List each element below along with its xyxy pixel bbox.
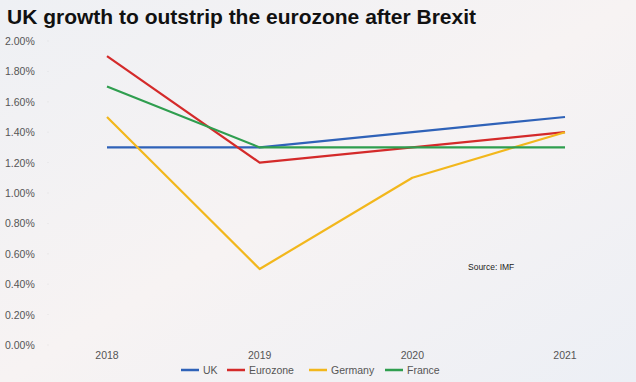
- tick-mark: [47, 284, 49, 285]
- tick-mark: [47, 223, 49, 224]
- y-tick-label: 0.60%: [5, 248, 35, 260]
- tick-mark: [47, 41, 49, 42]
- y-tick-label: 0.20%: [5, 309, 35, 321]
- tick-mark: [47, 345, 49, 346]
- legend-label: France: [407, 364, 440, 376]
- y-tick-label: 0.40%: [5, 278, 35, 290]
- series-line: [107, 56, 565, 162]
- legend-swatch: [227, 369, 245, 372]
- tick-mark: [47, 253, 49, 254]
- annotation: Source: IMF: [468, 262, 514, 272]
- y-tick-label: 1.60%: [5, 96, 35, 108]
- series-line: [107, 87, 565, 148]
- x-tick-label: 2019: [248, 349, 272, 361]
- chart: UK growth to outstrip the eurozone after…: [0, 0, 636, 382]
- y-tick-label: 1.20%: [5, 157, 35, 169]
- legend-label: Eurozone: [249, 364, 294, 376]
- background: [0, 0, 636, 382]
- x-tick-label: 2020: [401, 349, 425, 361]
- legend-swatch: [181, 369, 199, 372]
- tick-mark: [47, 193, 49, 194]
- plot-lines: [107, 56, 565, 269]
- x-tick-label: 2021: [553, 349, 577, 361]
- title: UK growth to outstrip the eurozone after…: [7, 5, 476, 28]
- y-tick-label: 1.00%: [5, 187, 35, 199]
- series-line: [107, 117, 565, 269]
- tick-mark: [47, 71, 49, 72]
- tick-mark: [47, 132, 49, 133]
- y-tick-label: 0.00%: [5, 339, 35, 351]
- x-tick-label: 2018: [95, 349, 119, 361]
- legend-label: Germany: [331, 364, 375, 376]
- tick-mark: [47, 162, 49, 163]
- legend-swatch: [385, 369, 403, 372]
- y-tick-label: 0.80%: [5, 217, 35, 229]
- y-tick-label: 2.00%: [5, 35, 35, 47]
- legend: UK Eurozone Germany France: [181, 364, 440, 376]
- y-tick-label: 1.40%: [5, 126, 35, 138]
- tick-mark: [47, 101, 49, 102]
- y-tick-label: 1.80%: [5, 65, 35, 77]
- tick-mark: [47, 314, 49, 315]
- legend-label: UK: [203, 364, 218, 376]
- legend-swatch: [309, 369, 327, 372]
- series-line: [107, 117, 565, 147]
